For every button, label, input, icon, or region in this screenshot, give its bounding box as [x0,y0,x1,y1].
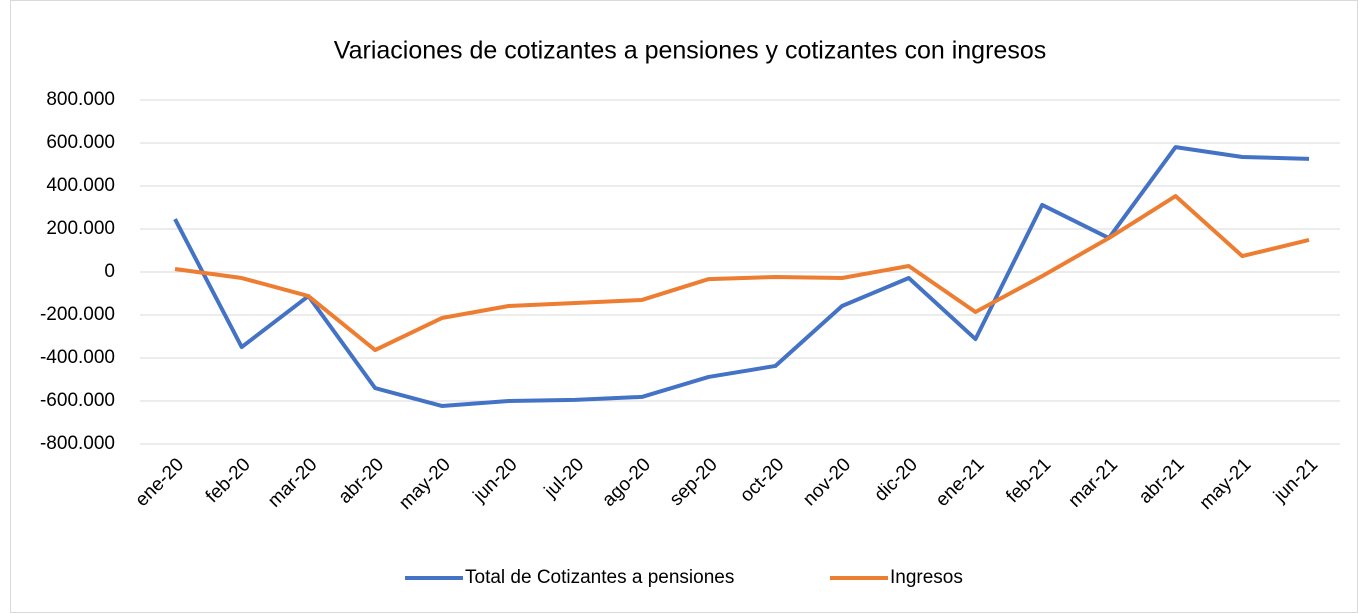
y-tick-label: 800.000 [46,89,115,110]
line-series [173,145,1310,408]
y-tick-label: 200.000 [46,218,115,239]
y-tick-label: 0 [104,261,115,282]
y-tick-label: 600.000 [46,132,115,153]
legend-label: Total de Cotizantes a pensiones [465,567,734,588]
y-tick-label: -800.000 [40,433,115,454]
line-series [174,194,1310,353]
legend-label: Ingresos [890,567,963,588]
y-tick-label: -400.000 [40,347,115,368]
chart-title: Variaciones de cotizantes a pensiones y … [334,37,1046,65]
y-tick-label: -200.000 [40,304,115,325]
chart-border [10,0,1358,613]
y-tick-label: -600.000 [40,390,115,411]
y-tick-label: 400.000 [46,175,115,196]
